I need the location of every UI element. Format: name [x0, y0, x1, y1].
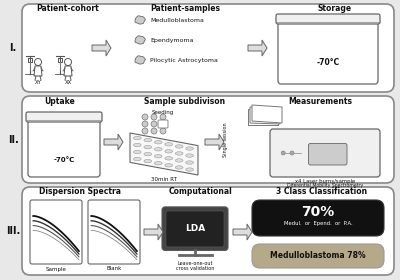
- Circle shape: [160, 121, 166, 127]
- Text: Sample subdivison: Sample subdivison: [144, 97, 226, 106]
- Polygon shape: [233, 224, 252, 240]
- Polygon shape: [250, 107, 280, 124]
- Text: III.: III.: [6, 226, 20, 236]
- Text: Dispersion Spectra: Dispersion Spectra: [39, 188, 121, 197]
- Circle shape: [34, 59, 42, 66]
- Polygon shape: [135, 36, 145, 44]
- Text: Patient-cohort: Patient-cohort: [37, 4, 99, 13]
- Ellipse shape: [175, 166, 183, 169]
- Polygon shape: [34, 66, 42, 76]
- Text: Single session: Single session: [222, 123, 228, 157]
- Ellipse shape: [165, 150, 172, 153]
- Circle shape: [142, 121, 148, 127]
- Text: Medul.  or  Epend.  or  P.A.: Medul. or Epend. or P.A.: [284, 221, 352, 227]
- FancyBboxPatch shape: [22, 96, 394, 183]
- Text: -70°C: -70°C: [53, 157, 75, 163]
- Text: Seeding: Seeding: [152, 109, 174, 115]
- Ellipse shape: [134, 143, 141, 147]
- FancyBboxPatch shape: [270, 129, 380, 177]
- Ellipse shape: [154, 148, 162, 151]
- Text: Sample: Sample: [46, 267, 66, 272]
- Circle shape: [151, 128, 157, 134]
- FancyBboxPatch shape: [22, 4, 394, 92]
- Polygon shape: [135, 56, 145, 64]
- Text: 70%: 70%: [301, 205, 335, 219]
- Ellipse shape: [186, 147, 194, 150]
- Text: 3 Class Classification: 3 Class Classification: [276, 188, 368, 197]
- Circle shape: [142, 114, 148, 120]
- Text: Computational: Computational: [168, 188, 232, 197]
- Text: I.: I.: [9, 43, 17, 53]
- Ellipse shape: [134, 157, 141, 161]
- Circle shape: [160, 114, 166, 120]
- Text: II.: II.: [8, 135, 18, 145]
- Polygon shape: [135, 16, 145, 24]
- Text: LDA: LDA: [185, 224, 205, 233]
- FancyBboxPatch shape: [162, 207, 228, 250]
- Circle shape: [160, 128, 166, 134]
- FancyBboxPatch shape: [158, 120, 168, 128]
- Text: Medulloblastoma: Medulloblastoma: [150, 18, 204, 22]
- Polygon shape: [205, 134, 224, 150]
- Ellipse shape: [154, 155, 162, 158]
- Polygon shape: [104, 134, 123, 150]
- Text: Storage: Storage: [318, 4, 352, 13]
- Ellipse shape: [165, 157, 172, 160]
- FancyBboxPatch shape: [166, 211, 224, 247]
- FancyBboxPatch shape: [308, 143, 347, 165]
- Polygon shape: [92, 40, 111, 56]
- Polygon shape: [144, 224, 163, 240]
- Text: Patient-samples: Patient-samples: [150, 4, 220, 13]
- Text: Medulloblastoma 78%: Medulloblastoma 78%: [270, 251, 366, 260]
- Polygon shape: [252, 105, 282, 123]
- Ellipse shape: [154, 141, 162, 144]
- Text: Uptake: Uptake: [45, 97, 75, 106]
- Ellipse shape: [186, 161, 194, 164]
- Polygon shape: [64, 66, 72, 76]
- Circle shape: [64, 59, 72, 66]
- Text: x4 Laser burns/sample: x4 Laser burns/sample: [295, 179, 355, 183]
- FancyBboxPatch shape: [28, 120, 100, 177]
- Ellipse shape: [144, 153, 152, 156]
- Text: Leave-one-out
cross validation: Leave-one-out cross validation: [176, 261, 214, 271]
- Text: Diferential Mobility Spectrometry: Diferential Mobility Spectrometry: [287, 183, 363, 188]
- Circle shape: [151, 114, 157, 120]
- FancyBboxPatch shape: [88, 200, 140, 264]
- Ellipse shape: [186, 154, 194, 157]
- Polygon shape: [248, 40, 267, 56]
- Ellipse shape: [134, 150, 141, 154]
- FancyBboxPatch shape: [30, 200, 82, 264]
- Circle shape: [290, 151, 294, 155]
- Ellipse shape: [186, 168, 194, 171]
- Text: Ependymoma: Ependymoma: [150, 38, 194, 43]
- Ellipse shape: [165, 143, 172, 146]
- Text: -70°C: -70°C: [316, 57, 340, 67]
- Text: XY: XY: [34, 80, 42, 85]
- Ellipse shape: [144, 139, 152, 142]
- Ellipse shape: [134, 136, 141, 140]
- Circle shape: [281, 151, 285, 155]
- Ellipse shape: [154, 162, 162, 165]
- Text: Blank: Blank: [106, 267, 122, 272]
- Polygon shape: [248, 109, 278, 125]
- FancyBboxPatch shape: [26, 112, 102, 122]
- FancyBboxPatch shape: [276, 14, 380, 24]
- Ellipse shape: [175, 152, 183, 155]
- FancyBboxPatch shape: [278, 22, 378, 84]
- Circle shape: [151, 121, 157, 127]
- Text: XX: XX: [64, 80, 72, 85]
- Text: 30min RT: 30min RT: [151, 176, 177, 181]
- Text: Measurements: Measurements: [288, 97, 352, 106]
- FancyBboxPatch shape: [22, 187, 394, 275]
- Circle shape: [142, 128, 148, 134]
- Polygon shape: [130, 133, 198, 175]
- Ellipse shape: [144, 160, 152, 163]
- Ellipse shape: [165, 164, 172, 167]
- Ellipse shape: [175, 159, 183, 162]
- FancyBboxPatch shape: [252, 200, 384, 236]
- FancyBboxPatch shape: [252, 244, 384, 268]
- Ellipse shape: [175, 145, 183, 148]
- Text: Pilocytic Astrocytoma: Pilocytic Astrocytoma: [150, 57, 218, 62]
- Ellipse shape: [144, 146, 152, 149]
